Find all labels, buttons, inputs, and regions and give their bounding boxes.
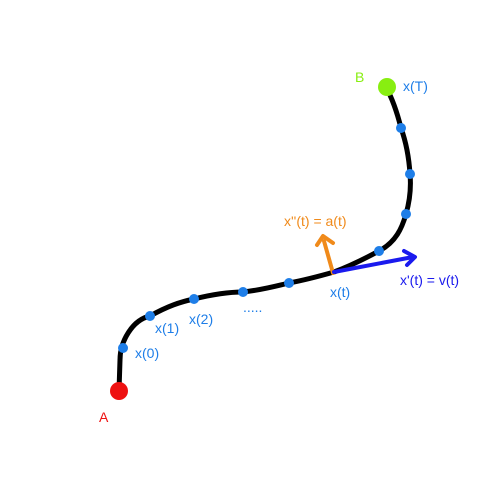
final-point-label: x(T) bbox=[403, 78, 428, 94]
sample-point bbox=[405, 169, 415, 179]
velocity-label: x'(t) = v(t) bbox=[400, 272, 459, 288]
sample-point bbox=[189, 294, 199, 304]
point-label-x0: x(0) bbox=[135, 345, 159, 361]
velocity-arrow bbox=[332, 249, 417, 274]
end-point bbox=[378, 78, 396, 96]
point-label-x1: x(1) bbox=[155, 320, 179, 336]
trajectory-curve bbox=[116, 84, 413, 394]
start-label: A bbox=[99, 409, 109, 425]
sample-point bbox=[284, 278, 294, 288]
sample-point bbox=[401, 209, 411, 219]
end-label: B bbox=[355, 69, 364, 85]
start-point bbox=[110, 382, 128, 400]
acceleration-label: x''(t) = a(t) bbox=[284, 213, 347, 229]
ellipsis-label: ..... bbox=[243, 299, 262, 315]
acceleration-arrow bbox=[315, 234, 335, 275]
point-label-x2: x(2) bbox=[189, 311, 213, 327]
current-point-label: x(t) bbox=[330, 284, 350, 300]
sample-point bbox=[145, 311, 155, 321]
sample-point bbox=[238, 287, 248, 297]
sample-point bbox=[396, 123, 406, 133]
sample-point bbox=[118, 343, 128, 353]
sample-point bbox=[374, 246, 384, 256]
